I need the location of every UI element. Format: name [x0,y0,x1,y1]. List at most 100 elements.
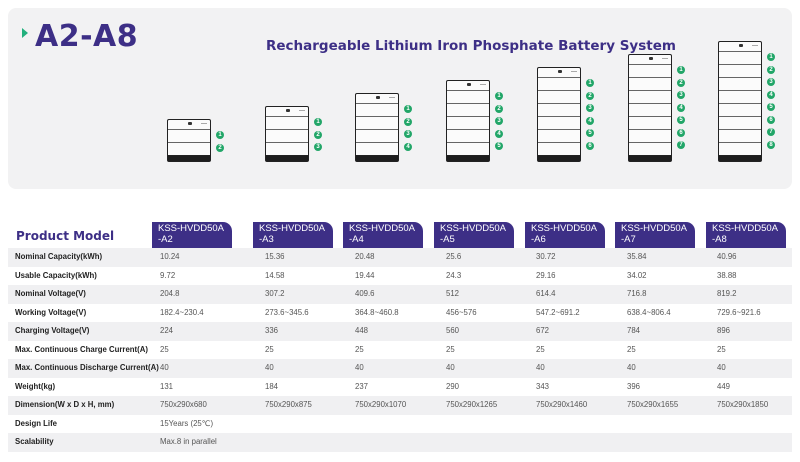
battery-module [356,116,398,129]
table-cell: 25 [536,344,545,354]
table-cell: 25 [446,344,455,354]
table-cell: 750x290x1655 [627,400,679,409]
cabinet-base [719,155,761,161]
model-suffix: -A5 [440,233,455,245]
module-number-badge: 7 [677,141,685,149]
triangle-bullet-icon [22,27,28,38]
module-number-badge: 5 [767,103,775,111]
module-number-badge: 1 [586,79,594,87]
module-number-badge: 6 [767,115,775,124]
control-box [356,94,398,103]
table-cell: 40 [536,363,545,372]
table-cell: 184 [265,381,279,391]
table-cell: 19.44 [355,270,375,280]
table-cell: 30.72 [536,252,556,261]
table-cell: 131 [160,381,174,391]
module-number-badge: 1 [216,131,224,139]
cabinet-base [629,155,671,161]
module-number-badge: 3 [586,104,594,112]
module-number-badge: 3 [495,117,503,125]
model-tab: KSS-HVDD50A -A6 [525,222,605,248]
table-cell: 9.72 [160,270,176,280]
battery-module [719,90,761,103]
row-label: Scalability [15,437,54,446]
model-name: KSS-HVDD50A [440,223,506,234]
module-number-badge: 7 [767,128,775,136]
table-cell: 15Years (25℃) [160,418,214,428]
table-cell: 290 [446,381,460,391]
table-cell: 750x290x1850 [717,400,769,409]
table-cell: 343 [536,381,550,391]
battery-cabinet [167,119,211,162]
module-number-badge: 4 [586,116,594,125]
table-cell: 716.8 [627,289,647,298]
battery-cabinet [265,106,309,162]
battery-module [538,142,580,155]
model-range-heading: A2-A8 [22,19,138,54]
row-label: Max. Continuous Discharge Current(A) [15,363,159,372]
battery-module [168,142,210,155]
table-cell: 614.4 [536,289,556,298]
row-label: Nominal Capacity(kWh) [15,252,103,261]
row-label: Weight(kg) [15,381,56,391]
battery-module [447,129,489,142]
table-cell: 40 [627,363,636,372]
table-cell: 34.02 [627,270,647,280]
model-name: KSS-HVDD50A [259,223,325,234]
control-box [719,42,761,51]
table-cell: 448 [355,326,369,335]
row-label: Working Voltage(V) [15,307,87,317]
table-cell: 24.3 [446,270,462,280]
battery-module [447,142,489,155]
model-name: KSS-HVDD50A [349,223,415,234]
battery-cabinet [355,93,399,162]
module-number-badge: 2 [767,65,775,74]
table-cell: 40.96 [717,252,737,261]
table-cell: 182.4~230.4 [160,307,204,317]
table-cell: 20.48 [355,252,375,261]
table-cell: 25 [355,344,364,354]
module-number-badge: 5 [677,116,685,124]
battery-module [538,129,580,142]
row-label: Usable Capacity(kWh) [15,270,97,280]
battery-module [719,64,761,77]
module-number-badge: 2 [495,104,503,113]
table-cell: 750x290x1460 [536,400,588,409]
table-row: Charging Voltage(V) 224 336 448 560 672 784 896 [8,322,792,341]
battery-module [719,116,761,129]
battery-cabinet [537,67,581,162]
table-cell: 29.16 [536,270,556,280]
battery-module [719,103,761,116]
table-cell: 307.2 [265,289,285,298]
cabinet-base [168,155,210,161]
table-cell: 40 [160,363,169,372]
battery-module [629,64,671,77]
cabinet-base [447,155,489,161]
table-cell: 638.4~806.4 [627,307,671,317]
control-box [266,107,308,116]
table-row: Max. Continuous Discharge Current(A) 40 40… [8,359,792,378]
table-cell: 729.6~921.6 [717,307,761,317]
battery-module [719,129,761,142]
battery-module [719,51,761,64]
control-box [447,81,489,90]
module-number-badge: 3 [677,91,685,99]
battery-module [719,77,761,90]
table-cell: 819.2 [717,289,737,298]
battery-module [356,129,398,142]
module-number-badge: 3 [314,143,322,151]
row-label: Nominal Voltage(V) [15,289,86,298]
model-suffix: -A2 [158,233,173,245]
module-number-badge: 2 [677,78,685,87]
table-row: Usable Capacity(kWh) 9.72 14.58 19.44 24.3 29… [8,267,792,286]
row-label: Design Life [15,418,58,428]
table-cell: 224 [160,326,174,335]
battery-module [168,129,210,142]
table-cell: 40 [355,363,364,372]
table-cell: 512 [446,289,460,298]
table-cell: 35.84 [627,252,647,261]
battery-module [629,142,671,155]
model-name: KSS-HVDD50A [712,223,778,234]
model-tab: KSS-HVDD50A -A7 [615,222,695,248]
battery-module [719,142,761,155]
